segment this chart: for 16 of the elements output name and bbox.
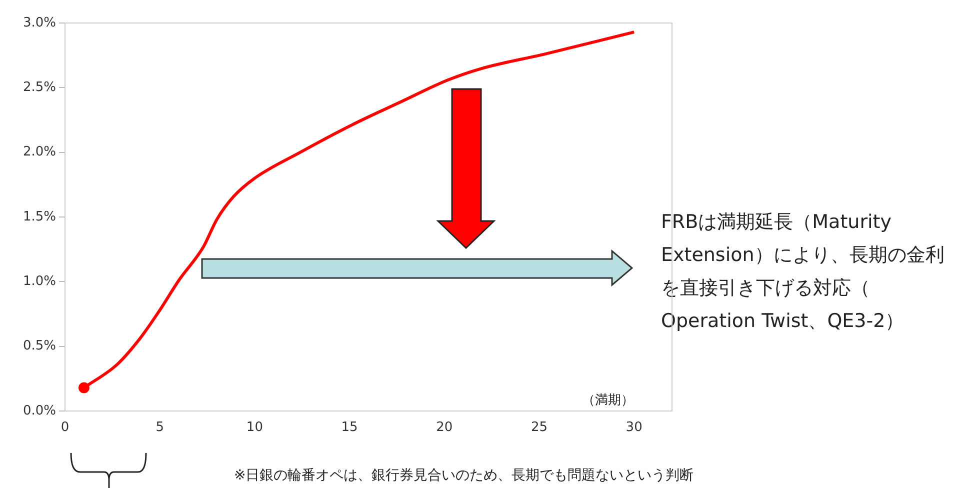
y-tick-label: 0.0% (22, 403, 56, 418)
y-tick-label: 2.0% (22, 144, 56, 160)
x-axis-title: （満期） (582, 392, 634, 408)
text: ※日銀の輪番オペは、銀行券見合いのため、長期でも問題ないという判断 (234, 468, 694, 484)
x-tick-label: 25 (530, 420, 548, 436)
y-tick-label: 3.0% (22, 15, 56, 30)
x-tick-label: 5 (156, 420, 164, 436)
x-tick-label: 20 (436, 420, 453, 436)
x-tick-label: 10 (246, 420, 263, 436)
x-tick-label: 0 (60, 420, 70, 436)
y-tick-label: 1.0% (22, 274, 56, 290)
x-tick-label: 30 (626, 420, 642, 436)
y-tick-label: 2.5% (22, 80, 56, 96)
x-tick-label: 15 (341, 420, 358, 436)
y-tick-label: 1.5% (22, 209, 56, 224)
y-tick-label: 0.5% (22, 338, 56, 354)
